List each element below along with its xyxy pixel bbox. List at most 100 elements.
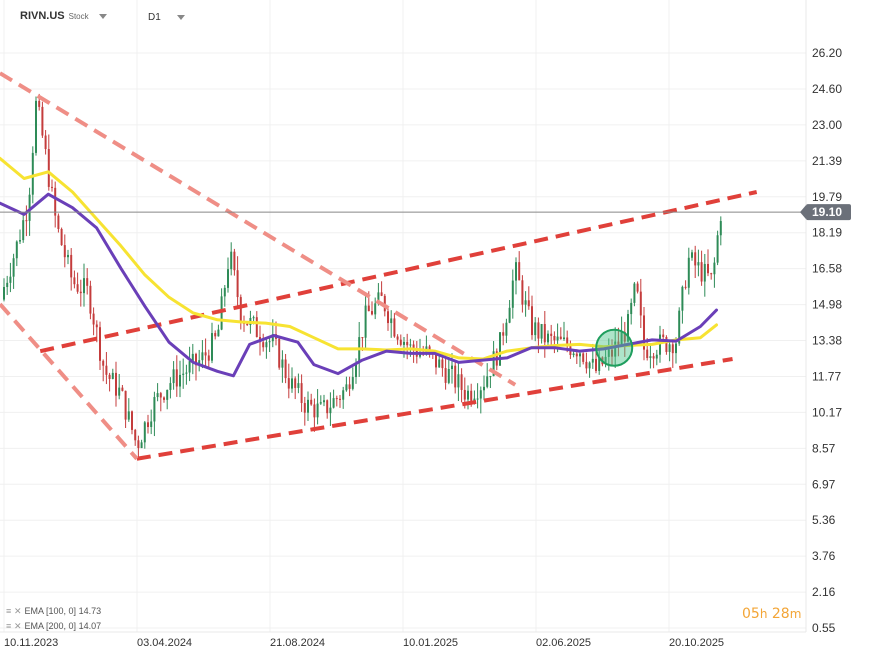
candle-body xyxy=(649,356,652,358)
y-tick-label: 18.19 xyxy=(812,226,842,240)
timeframe-selector[interactable]: D1 xyxy=(148,12,185,23)
y-tick-label: 21.39 xyxy=(812,154,842,168)
candle-body xyxy=(502,332,505,336)
candle-body xyxy=(220,296,223,330)
candle-body xyxy=(262,342,265,348)
y-tick-label: 2.16 xyxy=(812,585,836,599)
candle-body xyxy=(252,317,255,319)
candle-body xyxy=(316,403,319,418)
candle-body xyxy=(287,378,290,389)
candle-body xyxy=(697,262,700,266)
candle-body xyxy=(659,334,661,355)
candle-body xyxy=(153,397,156,422)
candle-body xyxy=(185,372,188,374)
candle-body xyxy=(537,322,540,339)
candle-body xyxy=(246,323,249,326)
candle-body xyxy=(70,254,73,278)
candle-body xyxy=(63,245,66,258)
candle-body xyxy=(303,403,306,413)
candle-body xyxy=(627,314,629,342)
candle-body xyxy=(28,194,31,221)
candle-body xyxy=(428,346,431,351)
countdown-minutes: 28 xyxy=(771,606,790,622)
candle-body xyxy=(179,374,181,387)
candle-body xyxy=(201,352,204,361)
symbol-label: RIVN.US xyxy=(20,10,65,22)
candle-body xyxy=(284,359,287,379)
candle-body xyxy=(662,334,665,338)
candle-body xyxy=(380,292,383,296)
candle-body xyxy=(444,368,447,383)
candle-body xyxy=(278,338,281,368)
trendline-old-channel-bottom xyxy=(0,302,139,461)
candle-body xyxy=(383,295,386,312)
candle-body xyxy=(604,356,607,365)
close-icon[interactable]: ✕ xyxy=(14,606,22,616)
x-tick-label: 21.08.2024 xyxy=(270,637,325,649)
candle-body xyxy=(134,429,137,441)
ema100-line xyxy=(0,156,718,361)
candle-body xyxy=(518,262,521,281)
candle-body xyxy=(44,135,47,150)
candle-body xyxy=(636,283,639,292)
candle-body xyxy=(281,359,284,368)
candle-body xyxy=(332,398,335,408)
candle-body xyxy=(620,331,623,345)
candle-body xyxy=(99,327,101,361)
candle-body xyxy=(159,393,162,398)
candle-body xyxy=(399,339,402,345)
y-tick-label: 19.79 xyxy=(812,190,842,204)
y-tick-label: 16.58 xyxy=(812,262,842,276)
candle-body xyxy=(483,386,485,391)
candle-body xyxy=(598,357,601,371)
candle-body xyxy=(345,384,348,391)
trendline-channel-bottom xyxy=(136,357,733,461)
y-tick-label: 8.57 xyxy=(812,441,836,455)
candle-body xyxy=(643,315,645,350)
settings-icon[interactable]: ≡ xyxy=(6,606,12,616)
candle-body xyxy=(492,351,495,377)
candle-body xyxy=(508,307,511,323)
candle-body xyxy=(204,352,207,356)
candle-body xyxy=(361,337,364,339)
candle-body xyxy=(377,292,380,304)
candle-body xyxy=(515,262,517,281)
x-tick-label: 02.06.2025 xyxy=(536,637,591,649)
candle-body xyxy=(371,311,373,315)
y-tick-label: 0.55 xyxy=(812,621,836,635)
candle-body xyxy=(652,356,655,359)
close-icon[interactable]: ✕ xyxy=(14,621,22,631)
candle-countdown: 05h 28m xyxy=(742,606,801,622)
candle-body xyxy=(140,442,143,449)
candle-body xyxy=(435,352,437,368)
candle-body xyxy=(550,333,553,336)
candle-body xyxy=(156,393,159,398)
candle-body xyxy=(591,358,594,363)
candle-body xyxy=(291,378,293,389)
candle-body xyxy=(6,282,9,288)
candle-body xyxy=(684,286,687,288)
candle-body xyxy=(182,373,185,375)
x-tick-label: 10.11.2023 xyxy=(4,637,58,649)
settings-icon[interactable]: ≡ xyxy=(6,621,12,631)
candle-body xyxy=(467,390,469,400)
candle-body xyxy=(451,365,453,369)
candle-body xyxy=(76,284,79,292)
candle-body xyxy=(326,400,329,414)
candle-body xyxy=(300,383,303,404)
candle-body xyxy=(556,336,559,341)
candle-body xyxy=(406,341,409,346)
candle-body xyxy=(713,262,716,275)
candle-body xyxy=(108,374,111,379)
candle-body xyxy=(38,100,41,107)
candle-body xyxy=(348,384,351,389)
highlight-circle xyxy=(595,328,634,367)
candle-body xyxy=(166,389,169,400)
candle-body xyxy=(89,285,92,314)
symbol-selector[interactable]: RIVN.US Stock xyxy=(20,10,107,22)
candle-body xyxy=(668,344,671,352)
candle-body xyxy=(486,376,489,387)
candle-body xyxy=(665,337,668,352)
candle-body xyxy=(630,302,633,315)
